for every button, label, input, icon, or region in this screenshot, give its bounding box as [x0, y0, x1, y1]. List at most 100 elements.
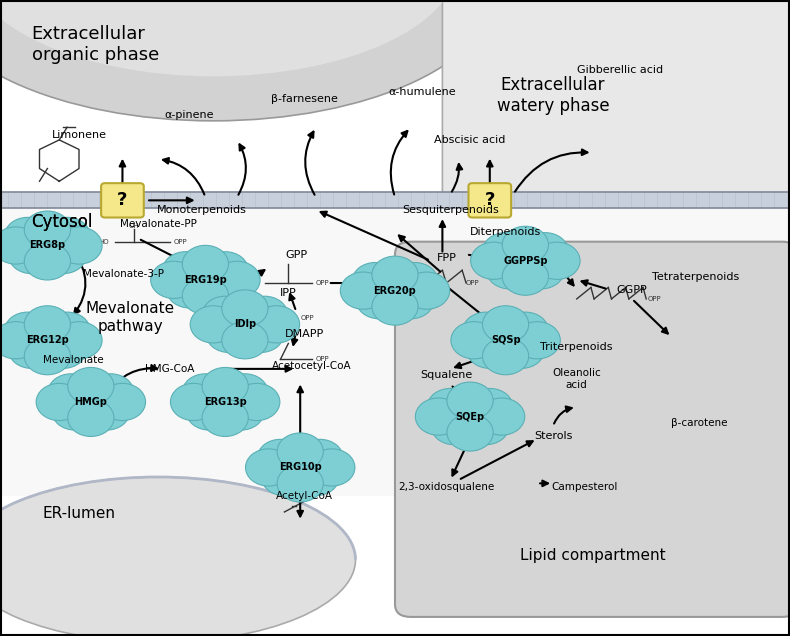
Text: ?: ?: [484, 191, 495, 209]
Circle shape: [202, 399, 248, 436]
Text: Acetyl-CoA: Acetyl-CoA: [276, 491, 333, 501]
Circle shape: [502, 258, 548, 295]
Circle shape: [202, 368, 248, 404]
Text: SQSp: SQSp: [491, 335, 521, 345]
Circle shape: [44, 312, 90, 349]
Circle shape: [340, 272, 386, 309]
Text: Triterpenoids: Triterpenoids: [540, 342, 613, 352]
Circle shape: [5, 312, 51, 349]
Circle shape: [293, 459, 339, 495]
Circle shape: [68, 368, 114, 404]
Ellipse shape: [0, 477, 356, 636]
Circle shape: [56, 227, 102, 264]
Circle shape: [483, 306, 529, 343]
Text: OPP: OPP: [174, 238, 187, 245]
Text: α-pinene: α-pinene: [165, 109, 214, 120]
Circle shape: [84, 393, 130, 430]
Text: ERG10p: ERG10p: [279, 462, 322, 473]
Circle shape: [242, 296, 288, 333]
Circle shape: [24, 227, 70, 264]
Text: ERG8p: ERG8p: [29, 240, 66, 251]
Ellipse shape: [0, 0, 458, 76]
Text: Squalene: Squalene: [420, 370, 472, 380]
Circle shape: [502, 242, 548, 279]
Text: OH: OH: [129, 223, 140, 229]
Text: Mevalonate-3-P: Mevalonate-3-P: [83, 268, 164, 279]
Circle shape: [277, 465, 323, 502]
Text: IDIp: IDIp: [234, 319, 256, 329]
Circle shape: [447, 414, 493, 451]
Text: OPP: OPP: [648, 296, 661, 302]
Circle shape: [171, 384, 216, 420]
Circle shape: [309, 449, 355, 486]
Circle shape: [427, 389, 473, 425]
Text: OPP: OPP: [316, 356, 329, 363]
Text: Extracellular
watery phase: Extracellular watery phase: [497, 76, 609, 115]
Text: ERG13p: ERG13p: [204, 397, 246, 407]
Circle shape: [56, 322, 102, 359]
Circle shape: [222, 290, 268, 327]
Circle shape: [404, 272, 450, 309]
Circle shape: [372, 256, 418, 293]
Circle shape: [471, 242, 517, 279]
Text: α-humulene: α-humulene: [389, 87, 457, 97]
Circle shape: [167, 271, 213, 308]
Circle shape: [190, 306, 236, 343]
Circle shape: [487, 252, 532, 289]
Circle shape: [277, 433, 323, 470]
Text: Cytosol: Cytosol: [32, 213, 93, 231]
Circle shape: [463, 408, 509, 445]
Circle shape: [483, 233, 529, 270]
Text: Limonene: Limonene: [51, 130, 107, 140]
Text: GGPP: GGPP: [617, 284, 647, 294]
Text: OPP: OPP: [466, 280, 480, 286]
Circle shape: [234, 384, 280, 420]
Circle shape: [186, 393, 232, 430]
Text: Tetraterpenoids: Tetraterpenoids: [652, 272, 739, 282]
Text: GGPPSp: GGPPSp: [503, 256, 547, 266]
Circle shape: [447, 382, 493, 419]
Text: ER-lumen: ER-lumen: [43, 506, 115, 522]
Circle shape: [372, 272, 418, 309]
Text: Lipid compartment: Lipid compartment: [520, 548, 665, 563]
Circle shape: [447, 398, 493, 435]
Text: Acetocetyl-CoA: Acetocetyl-CoA: [273, 361, 352, 371]
Text: Extracellular
organic phase: Extracellular organic phase: [32, 25, 159, 64]
Circle shape: [238, 315, 284, 352]
Text: Diterpenoids: Diterpenoids: [470, 227, 541, 237]
FancyBboxPatch shape: [468, 183, 511, 218]
Circle shape: [40, 237, 86, 273]
Circle shape: [451, 322, 497, 359]
Circle shape: [24, 322, 70, 359]
Circle shape: [388, 282, 434, 319]
Text: ERG12p: ERG12p: [26, 335, 69, 345]
Circle shape: [483, 322, 529, 359]
Text: OPP: OPP: [316, 280, 329, 286]
Circle shape: [277, 449, 323, 486]
Text: OPP: OPP: [300, 315, 314, 321]
Circle shape: [214, 261, 260, 298]
Circle shape: [182, 261, 228, 298]
Ellipse shape: [0, 0, 498, 121]
Circle shape: [68, 399, 114, 436]
Circle shape: [198, 271, 244, 308]
Circle shape: [182, 277, 228, 314]
Circle shape: [463, 312, 509, 349]
Text: β-carotene: β-carotene: [671, 418, 728, 428]
Circle shape: [151, 261, 197, 298]
FancyBboxPatch shape: [101, 183, 144, 218]
Text: Cytosol: Cytosol: [32, 213, 93, 231]
Circle shape: [483, 338, 529, 375]
Text: DMAPP: DMAPP: [284, 329, 324, 339]
Text: Mevalonate
pathway: Mevalonate pathway: [86, 301, 175, 334]
Text: Sterols: Sterols: [534, 431, 572, 441]
Circle shape: [246, 449, 292, 486]
Text: GPP: GPP: [285, 249, 307, 259]
Circle shape: [0, 227, 39, 264]
Circle shape: [24, 306, 70, 343]
Circle shape: [514, 322, 560, 359]
Circle shape: [36, 384, 82, 420]
Circle shape: [5, 218, 51, 254]
Circle shape: [258, 439, 303, 476]
Circle shape: [297, 439, 343, 476]
